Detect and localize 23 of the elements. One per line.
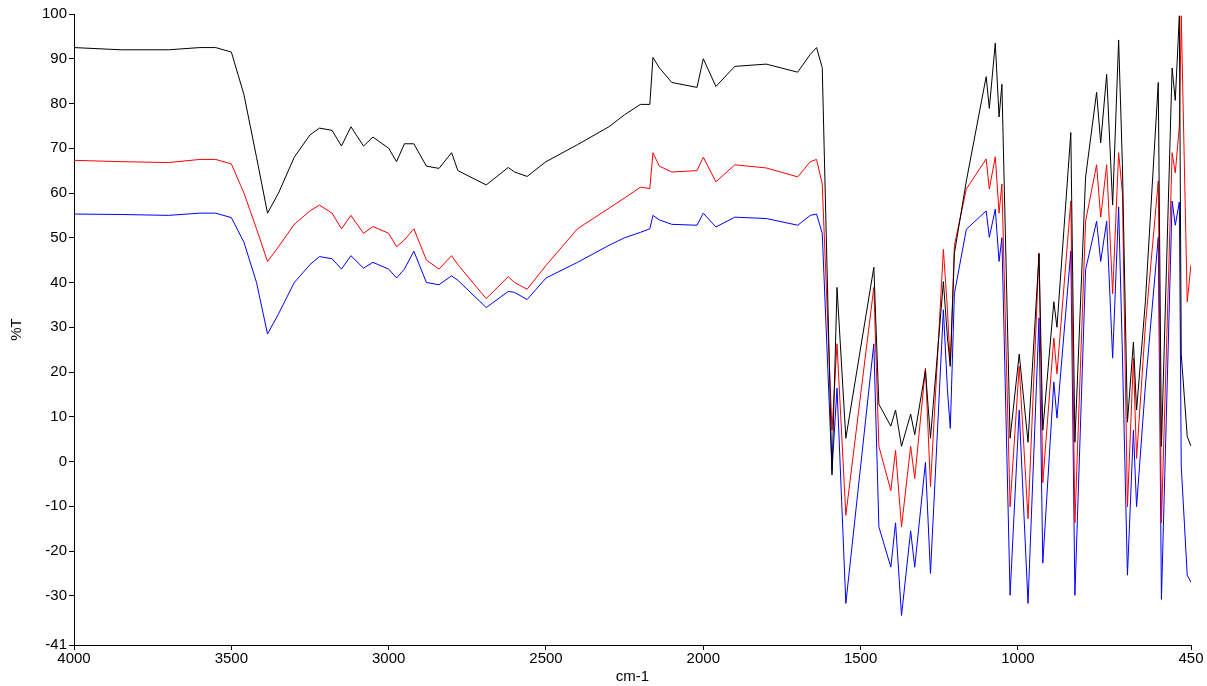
x-tick-label: 1500 <box>843 649 878 667</box>
x-tick-label: 2000 <box>686 649 720 667</box>
y-tick-label: 60 <box>50 183 68 201</box>
y-tick-label: 40 <box>50 272 68 290</box>
y-tick-label: 20 <box>50 362 68 380</box>
y-tick-label: 30 <box>50 317 68 335</box>
x-tick-label: 450 <box>1178 649 1204 667</box>
y-tick-label: 70 <box>50 138 68 156</box>
y-tick-label: -10 <box>45 496 68 514</box>
y-tick-label: 100 <box>42 4 68 22</box>
y-tick-label: 80 <box>50 93 68 111</box>
y-axis-title: %T <box>7 318 25 341</box>
y-tick-label: 0 <box>58 451 68 469</box>
x-tick-label: 2500 <box>529 649 563 667</box>
y-tick-label: 90 <box>50 48 68 66</box>
x-tick-label: 3500 <box>214 649 249 667</box>
x-tick-label: 3000 <box>371 649 406 667</box>
x-axis-title: cm-1 <box>615 667 650 685</box>
y-tick-label: -30 <box>45 585 68 603</box>
x-tick-label: 1000 <box>1001 649 1035 667</box>
y-tick-label: -20 <box>45 541 68 559</box>
y-tick-label: 50 <box>50 227 68 245</box>
y-tick-label: 10 <box>50 406 68 424</box>
